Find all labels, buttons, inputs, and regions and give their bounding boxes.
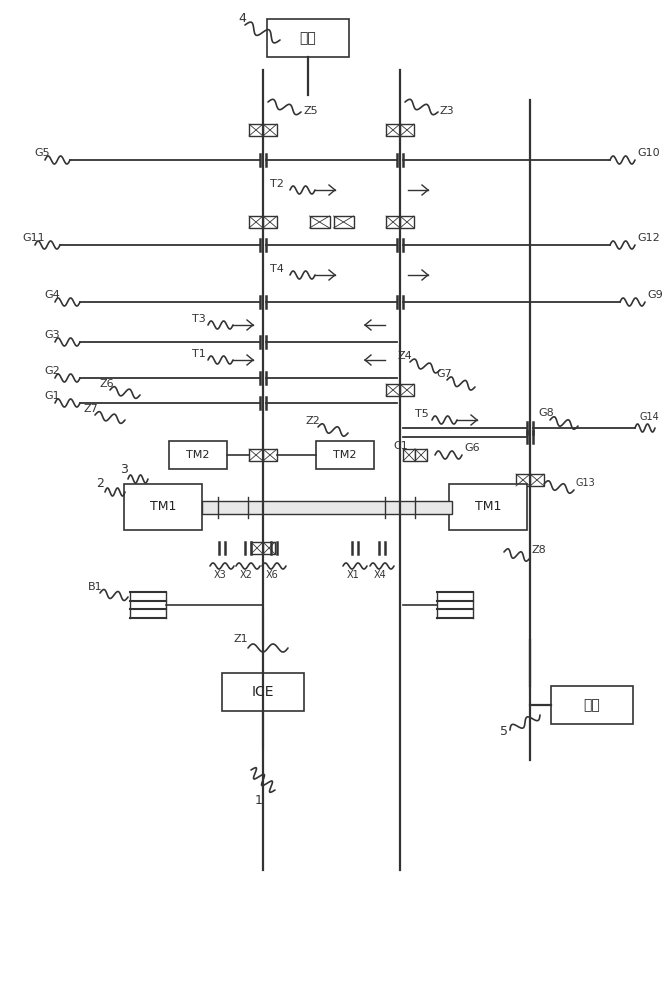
Bar (516, 474, 530, 486)
Text: X6: X6 (266, 570, 279, 580)
Text: G12: G12 (637, 233, 660, 243)
Text: Z4: Z4 (398, 351, 413, 361)
Bar (222, 673, 304, 711)
Bar (251, 542, 263, 554)
Text: 后桥: 后桥 (299, 31, 316, 45)
Text: T2: T2 (270, 179, 284, 189)
Bar (169, 441, 227, 469)
Text: Z1: Z1 (233, 634, 247, 644)
Bar (400, 124, 414, 136)
Text: G5: G5 (34, 148, 49, 158)
Text: G14: G14 (640, 412, 660, 422)
Text: G7: G7 (436, 369, 452, 379)
Text: B1: B1 (88, 582, 103, 592)
Bar (386, 216, 400, 228)
Text: Z5: Z5 (303, 106, 317, 116)
Text: ICE: ICE (251, 685, 274, 699)
Text: 1: 1 (255, 794, 263, 807)
Bar (400, 384, 414, 396)
Bar (530, 474, 544, 486)
Text: T1: T1 (192, 349, 205, 359)
Text: T4: T4 (270, 264, 284, 274)
Text: T5: T5 (415, 409, 429, 419)
Text: TM1: TM1 (150, 500, 176, 514)
Text: X3: X3 (214, 570, 227, 580)
Bar (551, 686, 633, 724)
Bar (263, 542, 275, 554)
Bar (449, 484, 527, 530)
Bar (249, 449, 263, 461)
Text: G1: G1 (44, 391, 59, 401)
Bar (334, 216, 354, 228)
Bar (249, 216, 263, 228)
Text: X1: X1 (347, 570, 360, 580)
Text: X4: X4 (374, 570, 387, 580)
Text: G8: G8 (538, 408, 554, 418)
Text: G4: G4 (44, 290, 60, 300)
Text: Z2: Z2 (306, 416, 321, 426)
Text: G2: G2 (44, 366, 60, 376)
Text: T3: T3 (192, 314, 205, 324)
Bar (400, 216, 414, 228)
Bar (263, 124, 277, 136)
Bar (309, 216, 329, 228)
Bar (403, 449, 415, 461)
Text: Z3: Z3 (440, 106, 455, 116)
Text: C1: C1 (393, 441, 408, 451)
Bar (202, 500, 452, 514)
Bar (263, 449, 277, 461)
Text: G9: G9 (647, 290, 663, 300)
Text: Z6: Z6 (100, 379, 115, 389)
Text: X2: X2 (240, 570, 253, 580)
Text: 前桥: 前桥 (584, 698, 600, 712)
Text: TM1: TM1 (475, 500, 501, 514)
Text: G13: G13 (576, 478, 596, 488)
Bar (415, 449, 427, 461)
Bar (263, 216, 277, 228)
Text: Z8: Z8 (532, 545, 547, 555)
Text: 5: 5 (500, 725, 508, 738)
Text: G6: G6 (464, 443, 480, 453)
Text: TM2: TM2 (334, 450, 357, 460)
Text: 2: 2 (96, 477, 104, 490)
Text: G3: G3 (44, 330, 59, 340)
Text: 4: 4 (238, 12, 246, 25)
Bar (316, 441, 374, 469)
Text: 3: 3 (120, 463, 128, 476)
Text: G11: G11 (22, 233, 45, 243)
Text: TM2: TM2 (186, 450, 209, 460)
Bar (386, 124, 400, 136)
Text: Z7: Z7 (84, 404, 99, 414)
Bar (249, 124, 263, 136)
Text: G10: G10 (637, 148, 660, 158)
Bar (267, 19, 349, 57)
Bar (124, 484, 202, 530)
Bar (386, 384, 400, 396)
